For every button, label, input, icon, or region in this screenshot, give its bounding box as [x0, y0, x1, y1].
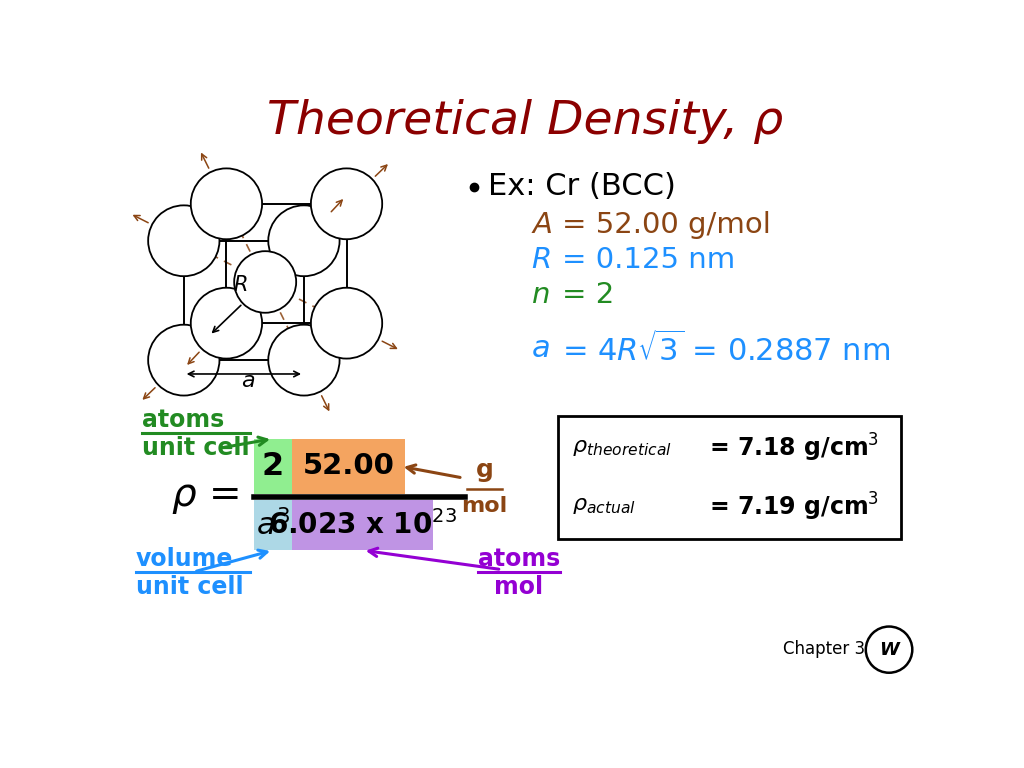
- Bar: [292, 500, 433, 551]
- Text: Ex: Cr (BCC): Ex: Cr (BCC): [488, 172, 676, 201]
- Text: mol: mol: [462, 496, 508, 516]
- Text: W: W: [880, 641, 899, 659]
- Text: = 7.19 g/cm$^3$: = 7.19 g/cm$^3$: [710, 490, 880, 522]
- Text: mol: mol: [494, 574, 543, 598]
- Text: $a$: $a$: [241, 371, 255, 391]
- Text: $R$: $R$: [232, 275, 247, 295]
- Text: 2: 2: [262, 451, 284, 482]
- Text: Chapter 3 -  41: Chapter 3 - 41: [783, 640, 907, 658]
- Circle shape: [311, 168, 382, 239]
- Text: $R$: $R$: [531, 246, 551, 274]
- Circle shape: [148, 205, 219, 276]
- Text: $a$: $a$: [531, 334, 550, 363]
- Text: g: g: [475, 458, 494, 482]
- Circle shape: [866, 627, 912, 673]
- Text: $n$: $n$: [531, 280, 550, 309]
- Circle shape: [268, 205, 340, 276]
- Circle shape: [148, 325, 219, 396]
- Text: atoms: atoms: [478, 547, 560, 571]
- Bar: [292, 439, 404, 494]
- Text: $\rho_{actual}$: $\rho_{actual}$: [572, 496, 636, 516]
- Text: unit cell: unit cell: [136, 574, 244, 598]
- Text: = 4$R\sqrt{3}$ = 0.2887 nm: = 4$R\sqrt{3}$ = 0.2887 nm: [562, 330, 890, 366]
- Text: = 2: = 2: [562, 280, 614, 309]
- Text: atoms: atoms: [142, 408, 224, 432]
- Text: $\rho_{theoretical}$: $\rho_{theoretical}$: [572, 438, 672, 458]
- Text: unit cell: unit cell: [142, 436, 250, 460]
- Bar: [558, 415, 901, 539]
- Circle shape: [190, 168, 262, 239]
- Circle shape: [190, 288, 262, 359]
- Circle shape: [234, 251, 296, 313]
- Bar: [254, 500, 292, 551]
- Text: $a^3$: $a^3$: [256, 509, 290, 541]
- Text: = 52.00 g/mol: = 52.00 g/mol: [562, 211, 771, 240]
- Text: 6.023 x 10$^{23}$: 6.023 x 10$^{23}$: [268, 510, 458, 540]
- Text: $\rho$ =: $\rho$ =: [171, 478, 239, 516]
- Circle shape: [311, 288, 382, 359]
- Circle shape: [268, 325, 340, 396]
- Text: $A$: $A$: [531, 211, 553, 240]
- Text: = 0.125 nm: = 0.125 nm: [562, 246, 735, 274]
- Text: = 7.18 g/cm$^3$: = 7.18 g/cm$^3$: [710, 432, 880, 464]
- Bar: [254, 439, 292, 494]
- Text: volume: volume: [136, 547, 233, 571]
- Text: 52.00: 52.00: [302, 452, 394, 480]
- Text: Theoretical Density, ρ: Theoretical Density, ρ: [266, 99, 783, 144]
